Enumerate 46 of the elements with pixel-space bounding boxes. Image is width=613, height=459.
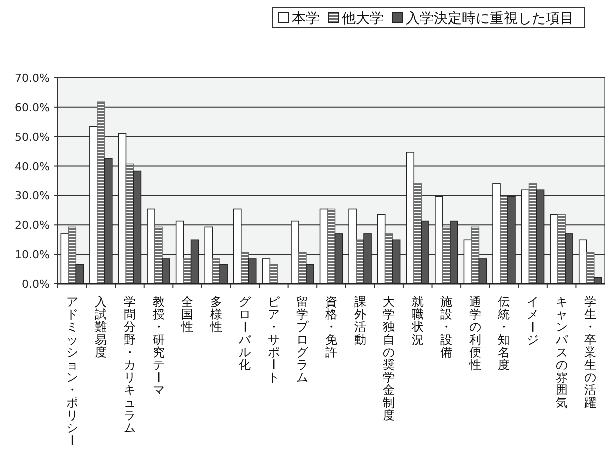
x-tick-label: 入試難易度 [95, 295, 108, 360]
x-tick-label: キャンパスの雰囲気 [556, 295, 568, 410]
legend-label: 他大学 [342, 11, 384, 27]
x-tick-label: 学生・卒業生の活躍 [584, 295, 597, 410]
y-tick-label: 60.0% [15, 101, 50, 114]
x-tick-label: 大学独自の奨学金制度 [383, 295, 396, 422]
y-tick-label: 50.0% [15, 130, 50, 144]
bar [240, 252, 250, 284]
bar [586, 252, 595, 284]
x-tick-label: 全国性 [182, 295, 194, 334]
bar [558, 214, 566, 284]
bar [327, 208, 336, 284]
x-tick-label: 学問分野・カリキュラム [124, 295, 136, 435]
x-tick-label: 就職状況 [412, 295, 424, 347]
y-tick-label: 20.0% [15, 219, 50, 232]
y-tick-label: 30.0% [15, 190, 50, 203]
x-tick-label: 施設・設備 [440, 295, 453, 360]
bar [154, 226, 163, 284]
x-tick-label: グローバル化 [238, 295, 252, 372]
x-tick-label: アドミッション・ポリシー [65, 295, 80, 446]
bar [126, 164, 134, 284]
y-tick-label: 70.0% [15, 72, 50, 85]
legend-label: 入学決定時に重視した項目 [406, 11, 574, 27]
legend-label: 本学 [292, 11, 320, 27]
x-tick-label: 多様性 [210, 295, 222, 334]
bar [212, 258, 220, 284]
bar [68, 226, 77, 284]
bar [298, 252, 307, 284]
bar [414, 184, 422, 284]
x-tick-label: イメージ [526, 295, 540, 347]
bar [471, 226, 480, 284]
x-tick-label: 留学プログラム [296, 295, 309, 385]
x-tick-label: 通学の利便性 [469, 295, 482, 372]
bar [270, 264, 278, 284]
bar [97, 102, 106, 284]
y-tick-label: 10.0% [15, 248, 50, 262]
x-tick-label: 課外活動 [354, 295, 366, 347]
x-tick-label: ピア・サポート [266, 295, 281, 385]
bar [500, 196, 508, 284]
y-tick-label: 0.0% [22, 278, 50, 291]
y-tick-label: 40.0% [15, 160, 50, 174]
x-tick-label: 教授・研究テーマ [151, 295, 166, 398]
bar [528, 184, 538, 284]
bar [384, 234, 394, 284]
x-tick-label: 伝統・知名度 [498, 295, 510, 372]
x-tick-label: 資格・免許 [326, 295, 338, 360]
